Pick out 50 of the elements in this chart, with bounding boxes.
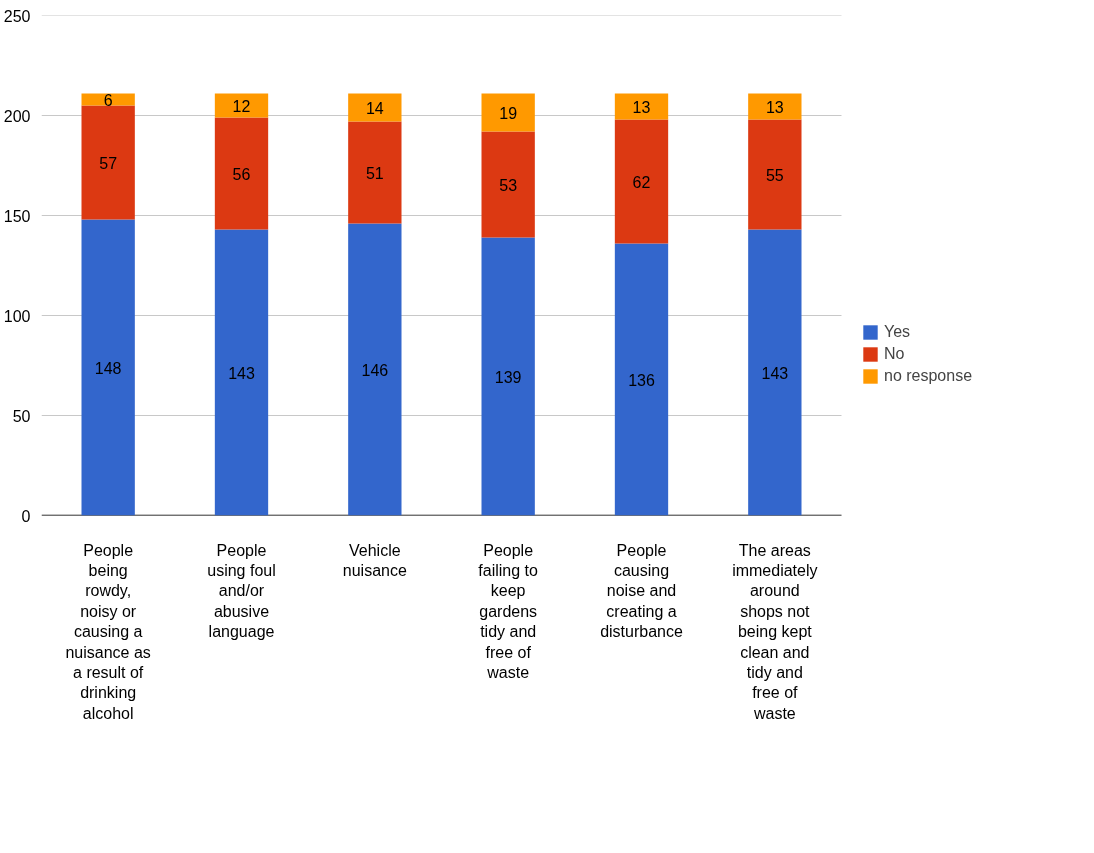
data-label: 13: [632, 98, 651, 116]
bar: [81, 219, 135, 516]
legend-label: Yes: [884, 323, 911, 341]
bar: [348, 93, 402, 122]
data-label: 55: [765, 166, 784, 184]
data-label: 6: [103, 91, 113, 109]
category-label: The areas immediately around shops not being kept clean and tidy and free of waste: [732, 541, 818, 722]
bar: [481, 131, 535, 238]
x-tick-label: People causing noise and creating a disturbance: [600, 541, 683, 641]
data-label: 146: [361, 361, 389, 379]
x-tick-label: People using foul and/or abusive language: [207, 541, 276, 641]
data-label: 148: [94, 359, 122, 377]
data-label: 12: [232, 97, 251, 115]
bar: [614, 119, 669, 244]
y-tick-label: 150: [3, 207, 31, 225]
bar: [748, 93, 802, 120]
y-tick-label: 100: [3, 307, 31, 325]
bar: [348, 223, 402, 516]
bar: [614, 243, 669, 516]
x-tick-label: Vehicle nuisance: [342, 541, 407, 579]
y-tick-label: 200: [3, 107, 31, 125]
bar: [481, 93, 535, 132]
bar: [748, 119, 802, 230]
data-label: 14: [365, 99, 384, 117]
bar: [214, 229, 269, 516]
data-label: 139: [494, 368, 522, 386]
bar: [614, 93, 669, 120]
legend-label: no response: [884, 367, 973, 385]
bar: [481, 237, 535, 516]
data-label: 143: [228, 364, 255, 382]
data-label: 53: [499, 176, 518, 194]
data-label: 19: [499, 104, 518, 122]
y-tick-label: 250: [3, 7, 31, 25]
data-label: 51: [365, 164, 384, 182]
data-label: 143: [761, 364, 789, 382]
y-tick-label: 50: [12, 407, 31, 425]
bar: [81, 105, 135, 220]
data-label: 13: [765, 98, 784, 116]
data-label: 57: [99, 154, 118, 172]
x-tick-label: People failing to keep gardens tidy and free of waste: [478, 541, 539, 681]
category-label: People being rowdy, noisy or causing a nuisance as a result of drinking alcohol: [65, 541, 151, 722]
data-label: 62: [632, 173, 651, 191]
bar: [214, 117, 269, 230]
data-label: 136: [628, 371, 655, 389]
bar: [348, 121, 402, 224]
data-label: 56: [232, 165, 251, 183]
bar: [214, 93, 269, 118]
y-tick-label: 0: [21, 507, 31, 525]
bar: [748, 229, 802, 516]
legend-label: No: [884, 345, 905, 363]
